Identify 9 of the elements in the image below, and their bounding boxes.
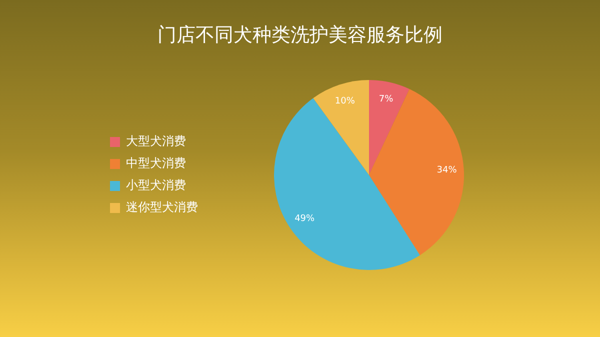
chart-title: 门店不同犬种类洗护美容服务比例 [156,23,444,48]
legend-label: 中型犬消费 [126,156,186,170]
legend-label: 迷你型犬消费 [126,200,198,214]
data-label: 49% [294,214,316,224]
data-label: 10% [334,96,356,106]
legend-label: 大型犬消费 [126,134,186,148]
data-label: 7% [378,94,394,104]
legend-label: 小型犬消费 [126,178,186,192]
data-label: 34% [436,165,458,176]
